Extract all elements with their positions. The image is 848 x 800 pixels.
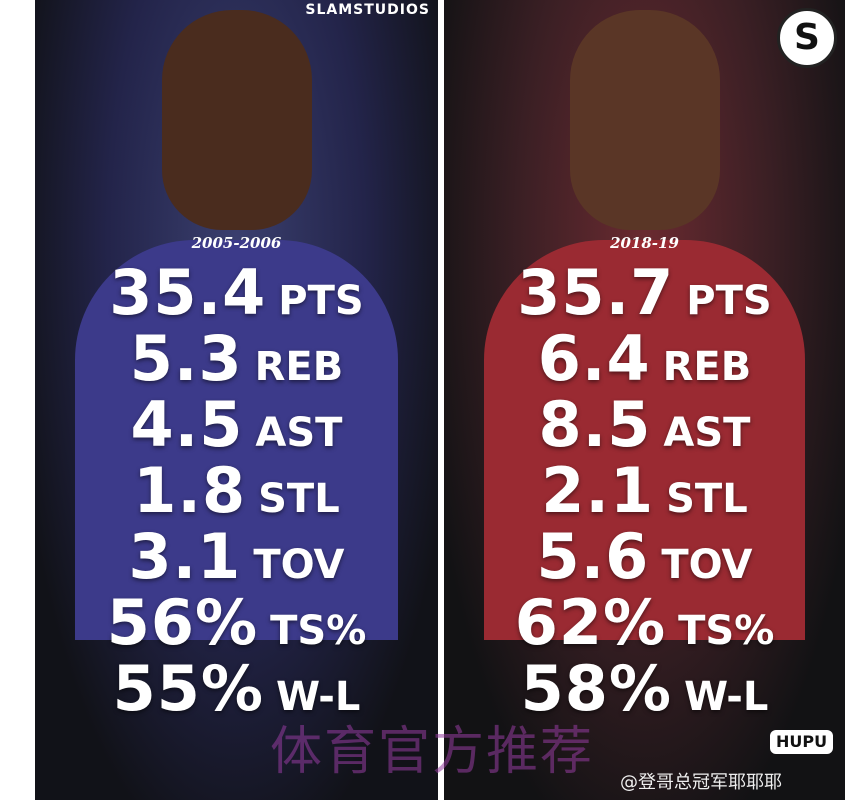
stat-value: 8.5 [538, 388, 652, 461]
stats-list: 35.7 PTS 6.4 REB 8.5 AST 2.1 STL 5.6 TOV 62% T… [444, 260, 845, 722]
player-jersey [484, 240, 805, 640]
hupu-logo: HUPU [770, 730, 834, 754]
stat-value: 3.1 [128, 520, 242, 593]
stat-label: REB [662, 344, 752, 390]
stat-value: 35.4 [109, 256, 267, 329]
player-photo [161, 10, 312, 230]
stat-row: 8.5 AST [444, 392, 845, 458]
stat-label: STL [666, 476, 748, 522]
stat-row: 56% TS% [35, 590, 438, 656]
slam-logo-icon: S [777, 8, 837, 68]
stat-row: 4.5 AST [35, 392, 438, 458]
stat-value: 62% [514, 586, 667, 659]
season-label: 2005-2006 [191, 234, 282, 252]
stat-row: 35.4 PTS [35, 260, 438, 326]
stat-value: 1.8 [133, 454, 247, 527]
stat-label: STL [258, 476, 340, 522]
watermark-text: 体育官方推荐 [270, 722, 595, 782]
stats-list: 35.4 PTS 5.3 REB 4.5 AST 1.8 STL 3.1 TOV 56% T… [35, 260, 438, 722]
stat-row: 35.7 PTS [444, 260, 845, 326]
stat-row: 62% TS% [444, 590, 845, 656]
stat-label: TS% [270, 608, 367, 654]
right-player-panel: S 2018-19 35.7 PTS 6.4 REB 8.5 AST 2.1 STL 5… [444, 0, 845, 800]
stat-row: 5.3 REB [35, 326, 438, 392]
stat-value: 58% [520, 652, 672, 725]
stat-row: 5.6 TOV [444, 524, 845, 590]
stat-value: 35.7 [517, 256, 675, 329]
left-player-panel: SLAMSTUDIOS 2005-2006 35.4 PTS 5.3 REB 4.5… [35, 0, 438, 800]
stat-value: 5.3 [129, 322, 243, 395]
stat-label: PTS [278, 278, 364, 324]
brand-logo: SLAMSTUDIOS [305, 2, 430, 18]
stat-value: 56% [106, 586, 259, 659]
stat-label: TOV [253, 542, 345, 588]
stat-value: 2.1 [541, 454, 655, 527]
stat-label: REB [254, 344, 344, 390]
stat-label: TOV [661, 542, 753, 588]
stat-row: 58% W-L [444, 656, 845, 722]
divider [438, 0, 444, 800]
season-label: 2018-19 [610, 234, 679, 252]
stat-row: 1.8 STL [35, 458, 438, 524]
stat-value: 4.5 [130, 388, 244, 461]
stat-value: 5.6 [536, 520, 650, 593]
stat-label: W-L [275, 674, 361, 720]
stat-label: AST [255, 410, 343, 456]
stat-label: W-L [683, 674, 769, 720]
stat-label: TS% [678, 608, 775, 654]
stat-row: 3.1 TOV [35, 524, 438, 590]
stat-row: 2.1 STL [444, 458, 845, 524]
stat-row: 6.4 REB [444, 326, 845, 392]
stat-value: 6.4 [537, 322, 651, 395]
weibo-handle: @登哥总冠军耶耶耶 [620, 772, 782, 793]
stat-label: AST [663, 410, 751, 456]
stat-row: 55% W-L [35, 656, 438, 722]
stat-label: PTS [686, 278, 772, 324]
player-photo [569, 10, 720, 230]
stat-value: 55% [112, 652, 264, 725]
player-jersey [75, 240, 398, 640]
